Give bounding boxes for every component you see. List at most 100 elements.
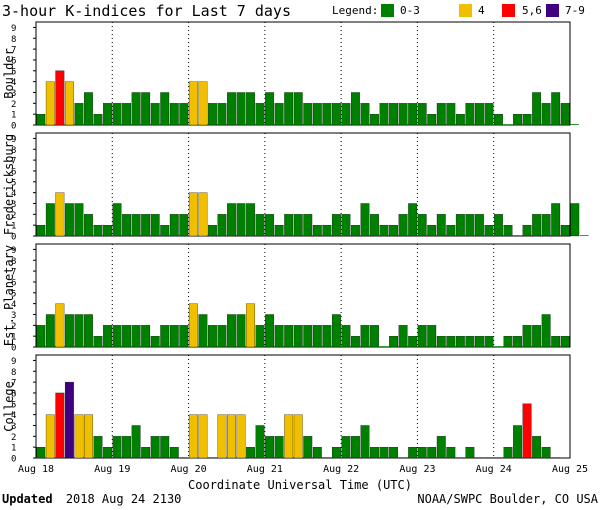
k-index-bar: [169, 103, 179, 126]
k-index-bar: [417, 214, 427, 237]
k-index-bar: [179, 214, 189, 237]
k-index-bar: [389, 225, 399, 237]
k-index-bar: [331, 447, 341, 459]
k-index-bar: [494, 114, 503, 126]
k-index-bar: [74, 203, 84, 237]
k-index-bar: [303, 214, 313, 237]
panels: 0123456789Boulder0123456789Fredericksbur…: [2, 21, 589, 465]
k-index-bar: [408, 336, 418, 348]
k-index-bar: [188, 81, 198, 126]
k-index-bar: [465, 214, 475, 237]
k-index-bar: [484, 457, 494, 458]
y-tick-label: 3: [11, 89, 16, 99]
y-tick-label: 5: [11, 400, 16, 410]
panel-frame: [35, 21, 571, 126]
k-index-bar: [55, 192, 65, 237]
y-tick-label: 7: [11, 157, 16, 167]
k-index-bar: [64, 81, 74, 126]
y-tick-label: 4: [11, 189, 16, 199]
legend-swatch-7-9: [546, 4, 559, 17]
k-index-bar: [360, 325, 370, 348]
k-index-bar: [141, 447, 151, 459]
y-tick-label: 2: [11, 100, 16, 110]
k-index-bar: [84, 314, 93, 348]
k-index-bar: [360, 425, 370, 459]
legend-label: Legend:: [332, 4, 378, 17]
k-index-bar: [465, 103, 475, 126]
k-index-bar: [131, 325, 141, 348]
k-index-bar: [513, 336, 522, 348]
k-index-bar: [446, 447, 456, 459]
k-index-bar: [560, 225, 570, 237]
k-index-bar: [293, 325, 303, 348]
k-index-bar: [84, 92, 93, 126]
k-index-bar: [293, 92, 303, 126]
y-tick-label: 7: [11, 379, 16, 389]
k-index-bar: [198, 314, 208, 348]
k-index-bar: [64, 203, 74, 237]
k-index-bar: [389, 447, 399, 459]
k-index-bar: [93, 436, 103, 459]
k-index-bar: [246, 203, 255, 237]
k-index-bar: [408, 203, 418, 237]
k-index-bar: [246, 92, 255, 126]
k-index-bar: [522, 403, 532, 459]
x-axis-tick-labels: Aug 18 Aug 19 Aug 20 Aug 21 Aug 22 Aug 23 Aug …: [18, 464, 588, 475]
k-index-bar: [207, 325, 217, 348]
k-index-bar: [474, 336, 484, 348]
y-tick-label: 8: [11, 368, 16, 378]
k-index-bar: [331, 314, 341, 348]
k-index-bar: [446, 225, 456, 237]
k-index-bar: [131, 92, 141, 126]
k-index-bar: [169, 214, 179, 237]
y-tick-label: 0: [11, 455, 16, 465]
k-index-bar: [389, 103, 399, 126]
k-index-bar: [351, 436, 360, 459]
legend-swatch-5-6: [502, 4, 515, 17]
k-index-bar: [398, 325, 408, 348]
k-index-bar: [494, 457, 503, 458]
k-index-bar: [494, 214, 503, 237]
k-index-bar: [284, 414, 294, 459]
k-index-bar: [398, 214, 408, 237]
k-index-bar: [74, 414, 84, 459]
k-index-bar: [341, 436, 351, 459]
k-index-bar: [303, 103, 313, 126]
k-index-bar: [265, 214, 275, 237]
k-index-bar: [255, 425, 265, 459]
k-index-bar: [227, 203, 236, 237]
k-index-bar: [322, 457, 332, 458]
x-tick-label: Aug 23: [399, 464, 435, 475]
station-label: Est. Planetary: [2, 245, 16, 346]
y-tick-label: 4: [11, 78, 16, 88]
k-index-bar: [331, 103, 341, 126]
k-index-bar: [331, 214, 341, 237]
k-index-bar: [551, 92, 561, 126]
x-tick-label: Aug 24: [476, 464, 512, 475]
k-index-bar: [122, 103, 132, 126]
k-index-bar: [494, 346, 503, 347]
k-index-bar: [455, 214, 465, 237]
k-index-bar: [532, 436, 542, 459]
k-index-bar: [217, 214, 227, 237]
k-index-bar: [284, 325, 294, 348]
y-tick-label: 2: [11, 211, 16, 221]
k-index-bar: [541, 214, 551, 237]
k-index-bar: [36, 447, 46, 459]
k-index-bar: [446, 336, 456, 348]
k-index-bar: [198, 414, 208, 459]
k-index-bar: [255, 214, 265, 237]
k-index-bar: [465, 336, 475, 348]
k-index-bar: [398, 457, 408, 458]
y-tick-label: 9: [11, 135, 16, 145]
k-index-bar: [551, 457, 560, 458]
k-index-bar: [236, 414, 246, 459]
k-index-bar: [351, 336, 360, 348]
k-index-bar: [465, 447, 475, 459]
k-index-bar: [474, 103, 484, 126]
y-tick-label: 8: [11, 257, 16, 267]
k-index-bar: [64, 381, 74, 459]
k-index-bar: [274, 325, 284, 348]
k-index-bar: [284, 92, 294, 126]
